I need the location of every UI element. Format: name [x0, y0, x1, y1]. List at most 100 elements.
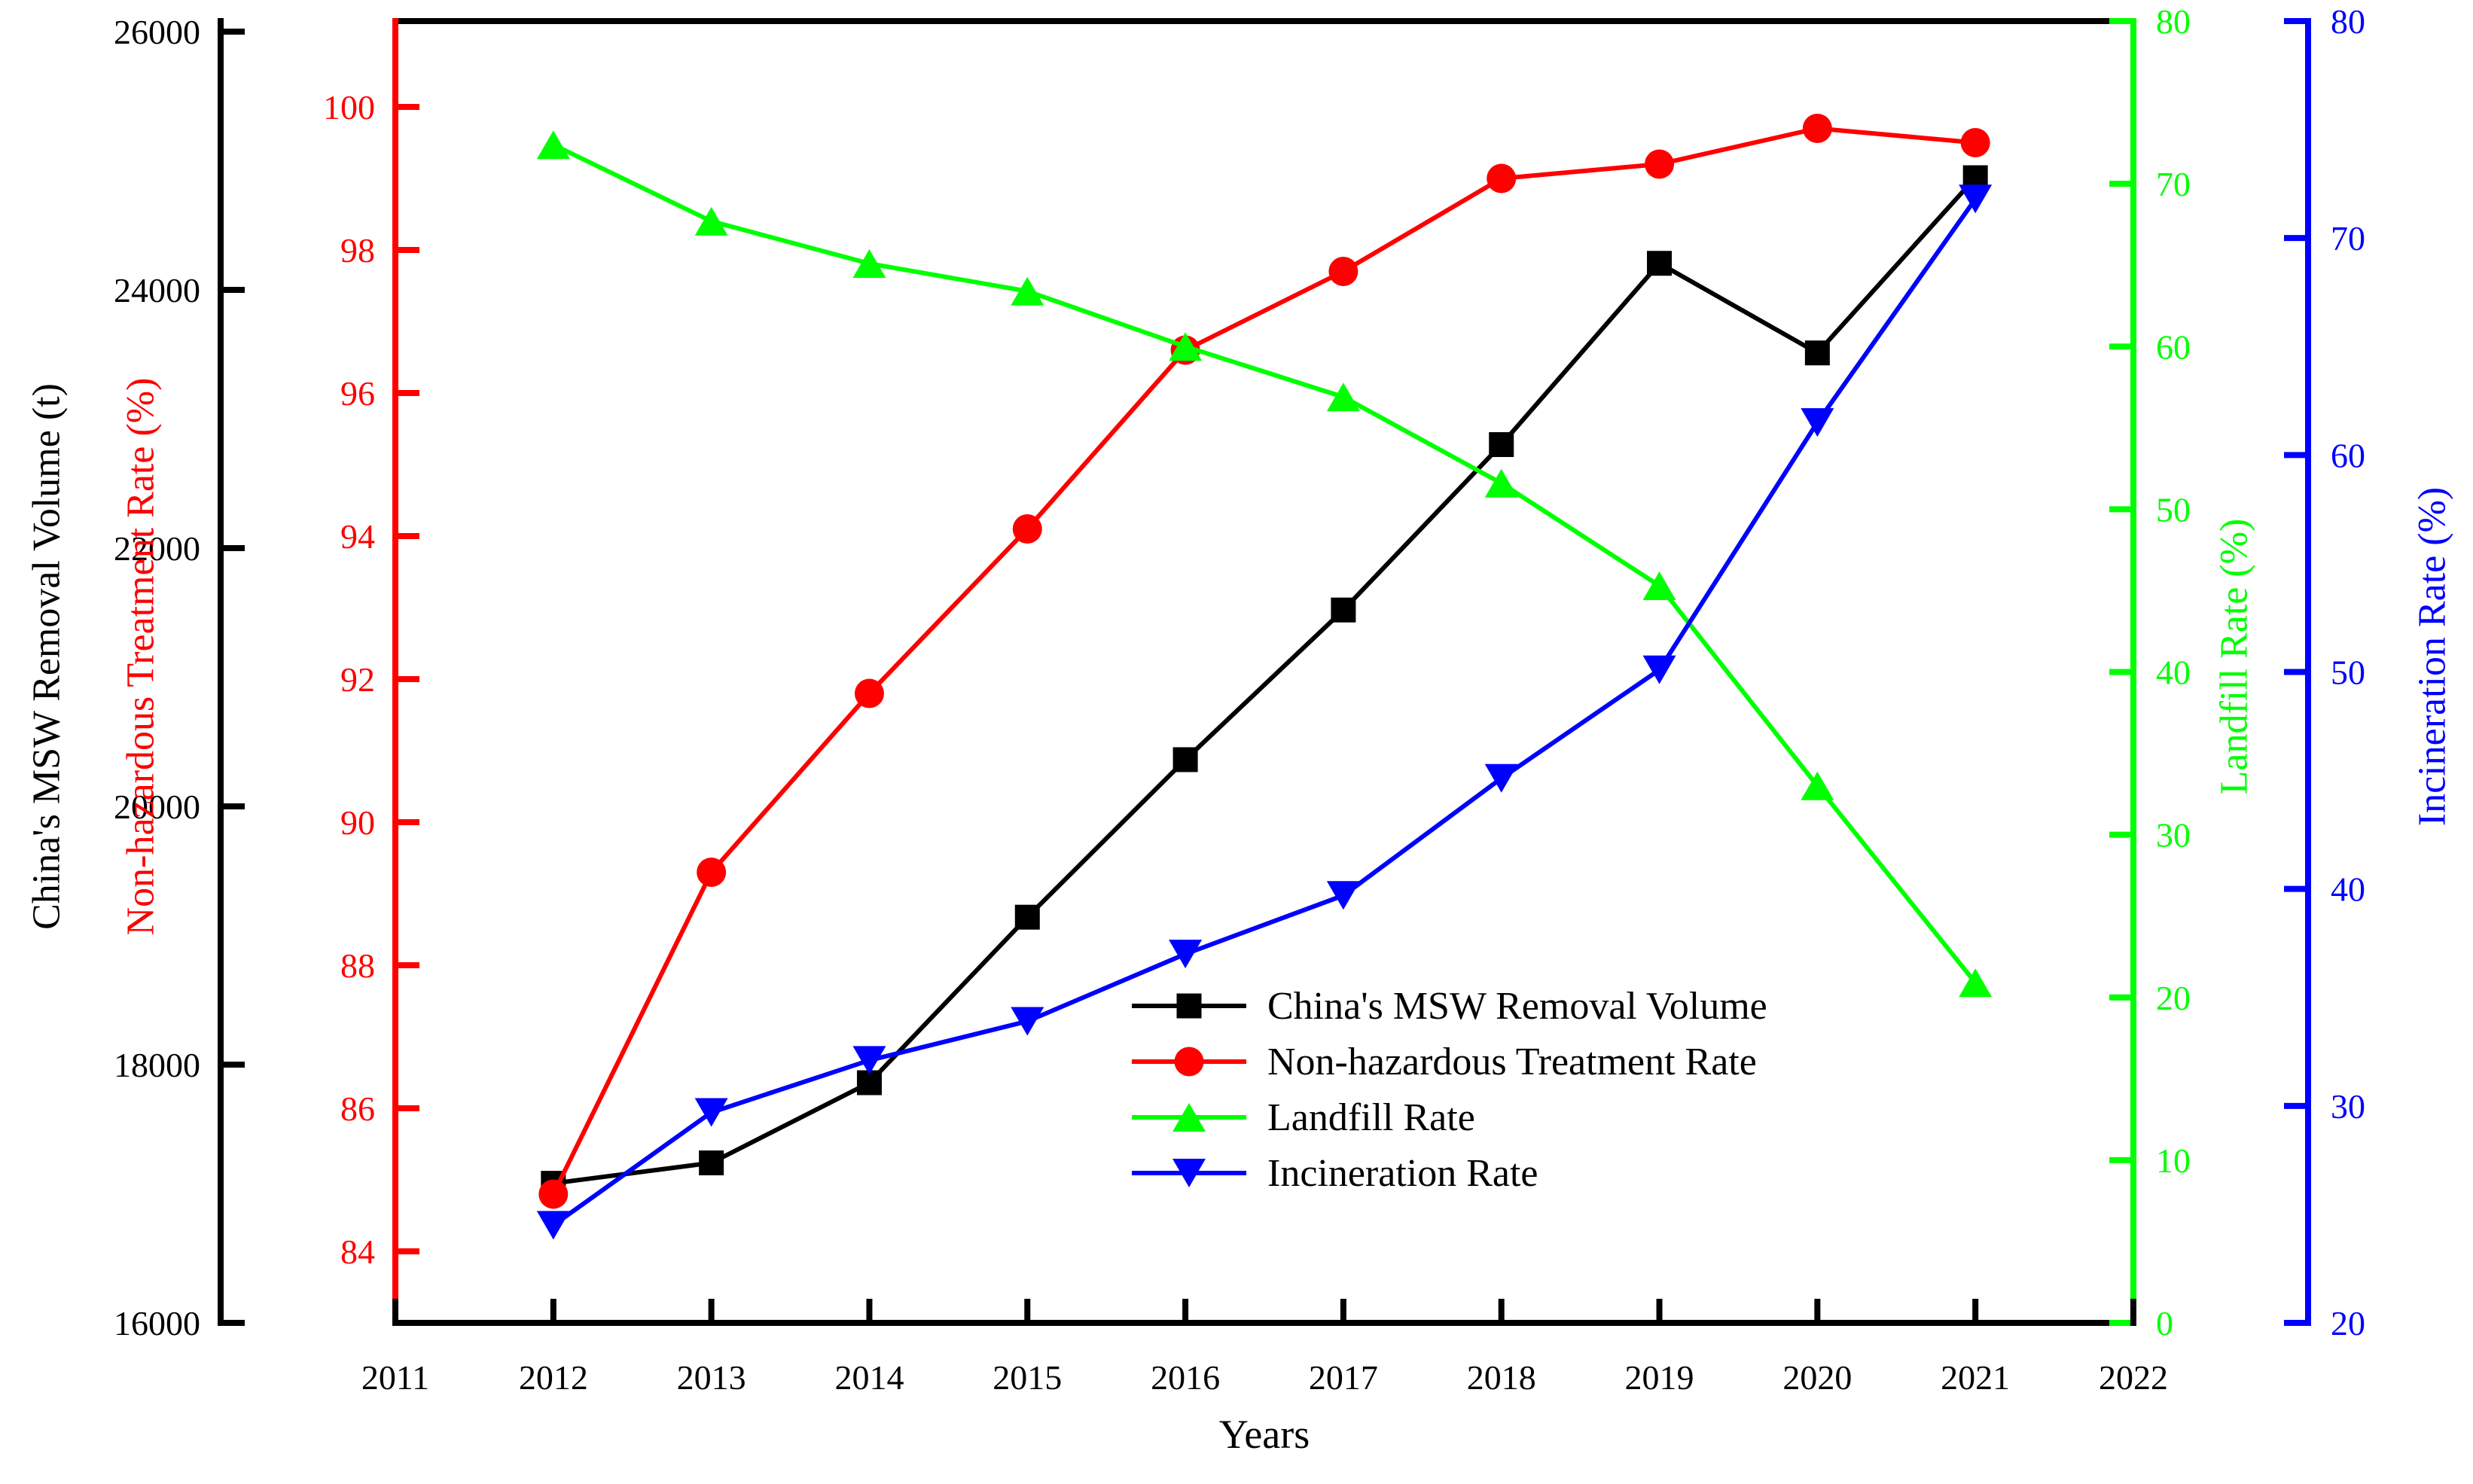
treatment-tick-label: 90 — [340, 803, 375, 842]
series-incineration — [536, 184, 1993, 1240]
landfill-tick-label: 0 — [2156, 1304, 2173, 1342]
incineration-tick-label: 30 — [2331, 1087, 2365, 1126]
series-marker-circle — [854, 678, 884, 708]
landfill-tick-label: 40 — [2156, 654, 2191, 692]
legend-glyph — [1132, 993, 1246, 1019]
series-landfill — [536, 130, 1993, 998]
series-msw — [541, 165, 1988, 1196]
series-line — [552, 197, 1977, 1227]
x-tick-label: 2018 — [1467, 1358, 1536, 1397]
legend-glyph — [1132, 1103, 1246, 1132]
treatment-tick-label: 92 — [340, 660, 375, 699]
incineration-tick-label: 20 — [2331, 1304, 2365, 1342]
axis-title-treatment-rate: Non-hazardous Treatment Rate (%) — [119, 377, 163, 936]
series-marker-circle — [1645, 149, 1675, 179]
series-marker-triangle-down — [694, 1098, 728, 1127]
series-marker-triangle-down — [1169, 940, 1203, 969]
x-tick-label: 2022 — [2099, 1358, 2168, 1397]
series-marker-triangle-up — [1801, 771, 1834, 800]
series-marker-triangle-up — [1172, 1103, 1206, 1132]
treatment-tick-label: 94 — [340, 517, 375, 556]
legend-label: Landfill Rate — [1267, 1095, 1475, 1139]
series-marker-triangle-down — [1959, 184, 1993, 214]
legend: China's MSW Removal Volume Non-hazardous… — [1132, 978, 1767, 1201]
treatment-tick-label: 98 — [340, 231, 375, 270]
axis-title-incineration-rate: Incineration Rate (%) — [2410, 486, 2454, 827]
series-marker-triangle-up — [1011, 276, 1044, 306]
series-marker-circle — [538, 1179, 569, 1209]
series-marker-square — [1804, 340, 1830, 366]
treatment-tick-label: 96 — [340, 374, 375, 413]
treatment-tick-label: 88 — [340, 946, 375, 985]
x-tick-label: 2015 — [993, 1358, 1062, 1397]
x-tick-label: 2016 — [1151, 1358, 1220, 1397]
series-marker-square — [1331, 597, 1356, 623]
axis-title-msw-volume: China's MSW Removal Volume (t) — [25, 383, 69, 930]
legend-marker-triangle-down-icon — [1132, 1156, 1246, 1190]
series-marker-triangle-down — [1011, 1007, 1044, 1036]
landfill-tick-label: 50 — [2156, 490, 2191, 529]
axis-title-years: Years — [1218, 1412, 1310, 1457]
legend-glyph — [1132, 1159, 1246, 1187]
x-tick-label: 2013 — [677, 1358, 746, 1397]
series-marker-triangle-down — [1642, 655, 1676, 684]
series-line — [551, 126, 1976, 1196]
legend-marker-square-icon — [1132, 989, 1246, 1022]
x-tick-label: 2021 — [1941, 1358, 2010, 1397]
legend-item-incineration-rate: Incineration Rate — [1132, 1145, 1767, 1201]
series-marker-square — [1647, 251, 1673, 276]
series-line — [552, 142, 1977, 985]
x-tick-label: 2020 — [1782, 1358, 1852, 1397]
landfill-tick-label: 60 — [2156, 328, 2191, 366]
series-marker-circle — [1487, 163, 1517, 193]
x-tick-label: 2011 — [361, 1358, 429, 1397]
series-marker-triangle-down — [1484, 763, 1518, 793]
legend-marker-circle-icon — [1132, 1045, 1246, 1078]
landfill-tick-label: 20 — [2156, 979, 2191, 1017]
series-marker-triangle-up — [1484, 468, 1518, 498]
series-line — [553, 176, 1977, 1186]
msw-tick-label: 16000 — [114, 1304, 200, 1342]
incineration-tick-label: 60 — [2331, 436, 2365, 474]
series-marker-triangle-up — [536, 130, 570, 160]
msw-tick-label: 22000 — [114, 529, 200, 568]
treatment-tick-label: 86 — [340, 1089, 375, 1128]
series-marker-triangle-down — [536, 1211, 570, 1240]
series-marker-square — [699, 1150, 724, 1176]
series-marker-triangle-up — [852, 249, 886, 279]
msw-tick-label: 20000 — [114, 788, 200, 826]
legend-label: China's MSW Removal Volume — [1267, 984, 1767, 1028]
axis-title-landfill-rate: Landfill Rate (%) — [2212, 518, 2256, 795]
series-marker-square — [1176, 993, 1202, 1019]
series-marker-triangle-up — [694, 206, 728, 236]
landfill-tick-label: 30 — [2156, 816, 2191, 855]
series-marker-triangle-down — [1801, 408, 1834, 437]
legend-item-landfill-rate: Landfill Rate — [1132, 1089, 1767, 1145]
treatment-tick-label: 84 — [340, 1233, 375, 1271]
series-marker-square — [1172, 747, 1198, 772]
series-marker-circle — [697, 858, 727, 887]
series-marker-circle — [1960, 128, 1990, 157]
legend-label: Incineration Rate — [1267, 1151, 1538, 1195]
legend-item-treatment-rate: Non-hazardous Treatment Rate — [1132, 1034, 1767, 1089]
series-marker-triangle-up — [1169, 332, 1203, 361]
treatment-tick-label: 100 — [323, 88, 375, 126]
series-marker-triangle-down — [852, 1046, 886, 1075]
series-marker-triangle-down — [1172, 1159, 1206, 1187]
series-marker-square — [1014, 904, 1040, 930]
legend-glyph — [1132, 1047, 1246, 1077]
series-marker-circle — [1174, 1047, 1204, 1077]
legend-label: Non-hazardous Treatment Rate — [1267, 1040, 1757, 1083]
landfill-tick-label: 10 — [2156, 1141, 2191, 1180]
landfill-tick-label: 70 — [2156, 165, 2191, 203]
series-marker-circle — [1012, 514, 1042, 544]
x-tick-label: 2014 — [834, 1358, 904, 1397]
legend-item-msw-volume: China's MSW Removal Volume — [1132, 978, 1767, 1034]
series-marker-triangle-up — [1959, 968, 1993, 998]
series-marker-square — [1489, 431, 1514, 457]
series-marker-triangle-up — [1642, 571, 1676, 600]
msw-tick-label: 24000 — [114, 271, 200, 309]
incineration-tick-label: 80 — [2331, 2, 2365, 41]
legend-marker-triangle-up-icon — [1132, 1101, 1246, 1134]
